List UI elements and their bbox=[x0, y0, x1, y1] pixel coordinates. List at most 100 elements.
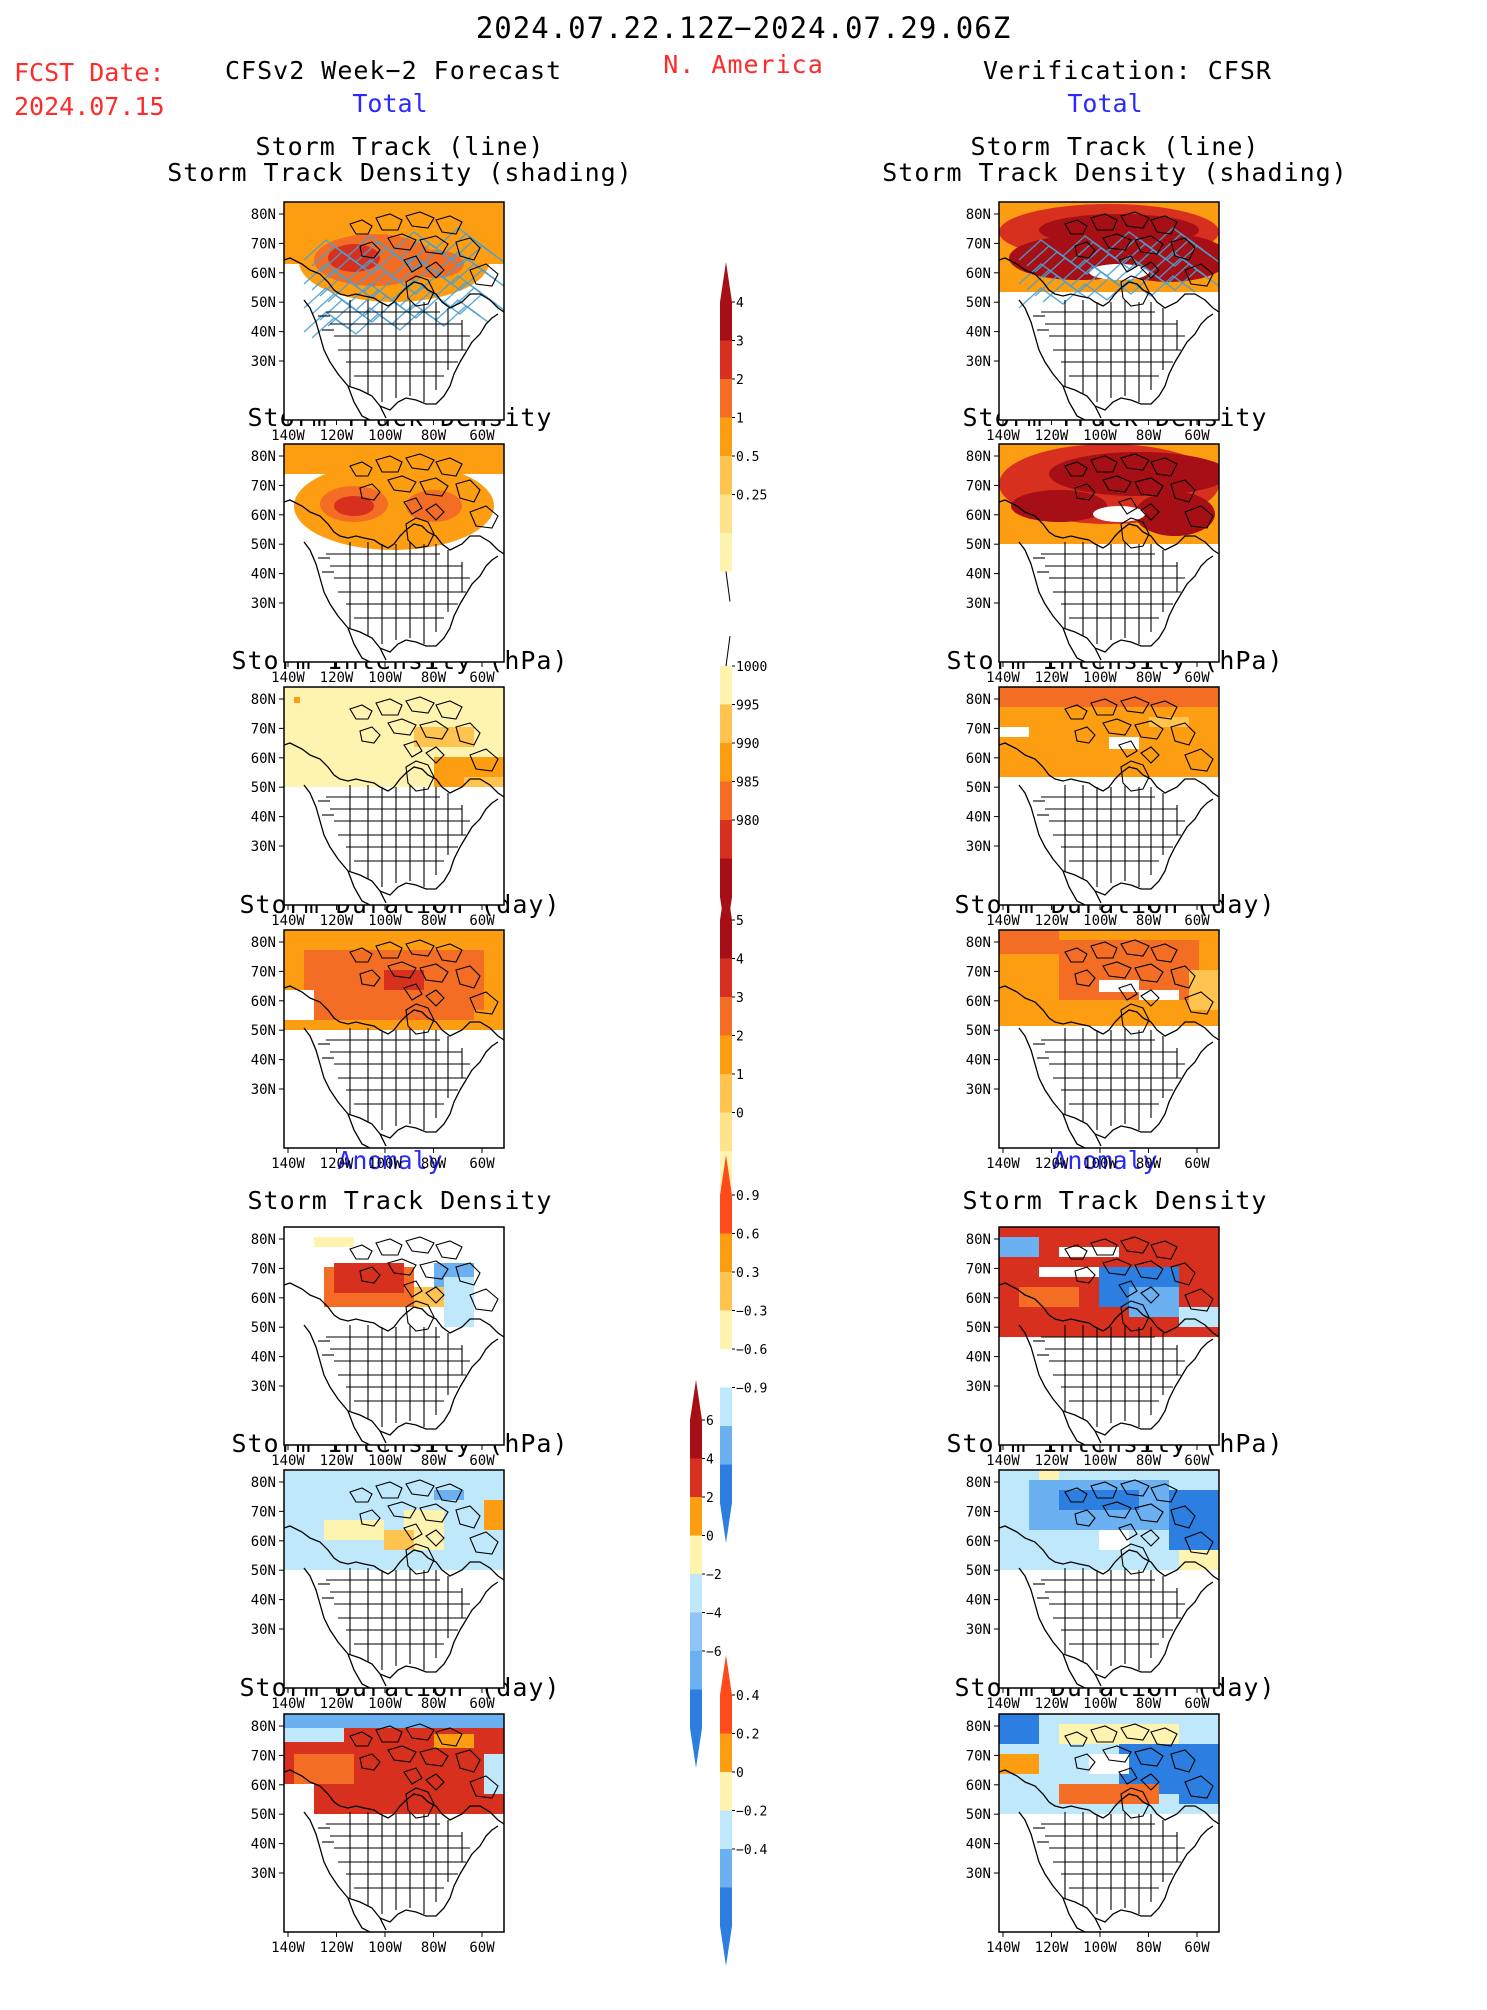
lat-label-30N: 30N bbox=[251, 596, 276, 612]
right-column-title: Verification: CFSR bbox=[983, 56, 1272, 85]
lat-label-50N: 50N bbox=[966, 1807, 991, 1823]
lat-label-60N: 60N bbox=[251, 508, 276, 524]
lat-label-40N: 40N bbox=[251, 810, 276, 826]
lon-label-60W: 60W bbox=[1184, 1156, 1210, 1172]
lon-label-120W: 120W bbox=[320, 428, 354, 444]
lon-label-100W: 100W bbox=[1083, 428, 1117, 444]
map-svg-left-0: 80N 70N 60N 50N 40N 30N 140W 120W 100W 80W 60W bbox=[251, 201, 505, 444]
map-panel-left-1: 80N 70N 60N 50N 40N 30N 140W 120W 100W 80W 60W bbox=[230, 432, 530, 692]
lat-label-60N: 60N bbox=[251, 1291, 276, 1307]
coastline-left-0 bbox=[284, 211, 504, 420]
lon-label-100W: 100W bbox=[368, 428, 402, 444]
lon-label-60W: 60W bbox=[469, 1453, 495, 1469]
lat-label-50N: 50N bbox=[251, 780, 276, 796]
lat-label-80N: 80N bbox=[251, 1232, 276, 1248]
colorbar-label-anom-intensity-0: 6 bbox=[706, 1414, 714, 1429]
lon-label-60W: 60W bbox=[469, 1156, 495, 1172]
lon-label-60W: 60W bbox=[469, 1696, 495, 1712]
colorbar-label-anom-duration-2: 0 bbox=[736, 1766, 744, 1781]
date-range-title: 2024.07.22.12Z−2024.07.29.06Z bbox=[475, 11, 1012, 45]
lon-label-100W: 100W bbox=[368, 1940, 402, 1956]
lat-label-40N: 40N bbox=[251, 325, 276, 341]
map-svg-right-3: 80N 70N 60N 50N 40N 30N 140W 120W 100W 80W 60W bbox=[966, 929, 1220, 1172]
colorbar-label-anom-intensity-5: −4 bbox=[706, 1607, 722, 1622]
lon-label-140W: 140W bbox=[986, 1940, 1020, 1956]
lat-label-50N: 50N bbox=[251, 1023, 276, 1039]
lat-label-40N: 40N bbox=[251, 1350, 276, 1366]
lon-label-60W: 60W bbox=[469, 670, 495, 686]
colorbar-label-total-intensity-3: 985 bbox=[736, 776, 759, 791]
lat-label-40N: 40N bbox=[966, 325, 991, 341]
lat-label-80N: 80N bbox=[966, 449, 991, 465]
lon-label-80W: 80W bbox=[1136, 913, 1162, 929]
lat-label-40N: 40N bbox=[966, 567, 991, 583]
lat-label-40N: 40N bbox=[251, 1053, 276, 1069]
lat-label-50N: 50N bbox=[966, 1320, 991, 1336]
lat-label-60N: 60N bbox=[966, 1291, 991, 1307]
lon-label-80W: 80W bbox=[1136, 1940, 1162, 1956]
map-panel-right-1: 80N 70N 60N 50N 40N 30N 140W 120W 100W 80W 60W bbox=[945, 432, 1245, 692]
coastline-right-3 bbox=[999, 939, 1219, 1148]
map-panel-left-6: 80N 70N 60N 50N 40N 30N 140W 120W 100W 80W 60W bbox=[230, 1702, 530, 1962]
lat-label-80N: 80N bbox=[251, 935, 276, 951]
lon-label-80W: 80W bbox=[1136, 1453, 1162, 1469]
lat-label-30N: 30N bbox=[251, 1082, 276, 1098]
lat-label-50N: 50N bbox=[251, 1563, 276, 1579]
right-anomaly-label: Anomaly bbox=[1052, 1146, 1158, 1175]
lat-label-40N: 40N bbox=[251, 1593, 276, 1609]
colorbar-label-anom-density-4: −0.6 bbox=[736, 1343, 767, 1358]
lon-label-140W: 140W bbox=[271, 1453, 305, 1469]
lat-label-40N: 40N bbox=[966, 1350, 991, 1366]
lon-label-120W: 120W bbox=[1035, 913, 1069, 929]
map-svg-left-2: 80N 70N 60N 50N 40N 30N 140W 120W 100W 80W 60W bbox=[251, 686, 505, 929]
lat-label-60N: 60N bbox=[966, 751, 991, 767]
coastline-left-6 bbox=[284, 1723, 504, 1932]
lon-label-120W: 120W bbox=[320, 1156, 354, 1172]
colorbar-anom-density: 0.9 0.6 0.3 −0.3 −0.6 −0.9 bbox=[708, 1155, 798, 1587]
colorbar-label-anom-intensity-1: 4 bbox=[706, 1453, 714, 1468]
lat-label-50N: 50N bbox=[251, 1807, 276, 1823]
lat-label-30N: 30N bbox=[251, 1379, 276, 1395]
lon-label-120W: 120W bbox=[1035, 1696, 1069, 1712]
lat-label-60N: 60N bbox=[966, 994, 991, 1010]
lon-label-100W: 100W bbox=[1083, 913, 1117, 929]
colorbar-label-total-duration-4: 1 bbox=[736, 1068, 744, 1083]
lon-label-80W: 80W bbox=[421, 1156, 447, 1172]
colorbar-label-total-density-0: 4 bbox=[736, 296, 744, 311]
colorbar-label-anom-density-5: −0.9 bbox=[736, 1382, 767, 1397]
lon-label-120W: 120W bbox=[1035, 428, 1069, 444]
lon-label-80W: 80W bbox=[421, 1696, 447, 1712]
lat-label-30N: 30N bbox=[966, 1379, 991, 1395]
colorbar-label-anom-duration-0: 0.4 bbox=[736, 1689, 760, 1704]
lon-label-140W: 140W bbox=[986, 913, 1020, 929]
lon-label-60W: 60W bbox=[1184, 913, 1210, 929]
fcst-label: FCST Date: bbox=[14, 58, 165, 87]
lat-label-80N: 80N bbox=[251, 1719, 276, 1735]
map-svg-left-4: 80N 70N 60N 50N 40N 30N 140W 120W 100W 80W 60W bbox=[251, 1226, 505, 1469]
lat-label-80N: 80N bbox=[966, 692, 991, 708]
lon-label-120W: 120W bbox=[1035, 1453, 1069, 1469]
lat-label-70N: 70N bbox=[251, 964, 276, 980]
lon-label-80W: 80W bbox=[421, 913, 447, 929]
colorbar-label-total-density-4: 0.5 bbox=[736, 450, 759, 465]
colorbar-label-total-duration-5: 0 bbox=[736, 1107, 744, 1122]
lon-label-120W: 120W bbox=[320, 1696, 354, 1712]
map-panel-right-4: 80N 70N 60N 50N 40N 30N 140W 120W 100W 80W 60W bbox=[945, 1215, 1245, 1475]
coastline-right-0 bbox=[999, 211, 1219, 420]
colorbar-label-total-duration-0: 5 bbox=[736, 914, 744, 929]
coastline-left-1 bbox=[284, 453, 504, 662]
lat-label-80N: 80N bbox=[966, 935, 991, 951]
lon-label-100W: 100W bbox=[1083, 1696, 1117, 1712]
colorbar-label-total-intensity-4: 980 bbox=[736, 814, 759, 829]
lat-label-50N: 50N bbox=[966, 780, 991, 796]
lon-label-120W: 120W bbox=[320, 670, 354, 686]
colorbar-anom-duration: 0.4 0.2 0 −0.2 −0.4 bbox=[708, 1655, 798, 2010]
map-panel-right-0: 80N 70N 60N 50N 40N 30N 140W 120W 100W 80W 60W bbox=[945, 190, 1245, 450]
colorbar-label-anom-intensity-4: −2 bbox=[706, 1568, 722, 1583]
map-panel-left-3: 80N 70N 60N 50N 40N 30N 140W 120W 100W 80W 60W bbox=[230, 918, 530, 1178]
colorbar-anom-intensity: 6 4 2 0 −2 −4 −6 bbox=[678, 1380, 768, 1812]
lat-label-80N: 80N bbox=[251, 692, 276, 708]
left-total-label: Total bbox=[352, 89, 428, 118]
colorbar-total-intensity: 1000 995 990 985 980 bbox=[708, 635, 798, 951]
lat-label-30N: 30N bbox=[966, 1082, 991, 1098]
